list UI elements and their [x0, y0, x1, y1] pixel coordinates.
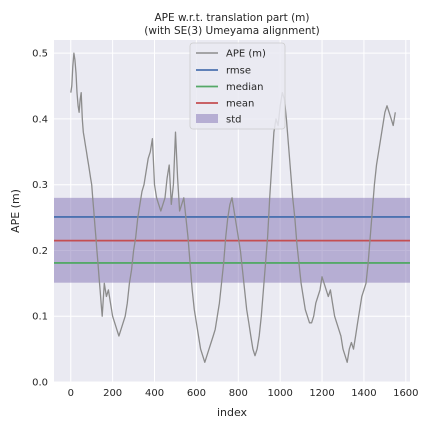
y-tick-label: 0.3 — [32, 180, 48, 191]
legend-label-std: std — [226, 115, 241, 126]
x-tick-label: 200 — [103, 388, 122, 399]
x-tick-label: 1600 — [393, 388, 418, 399]
legend-label-rmse: rmse — [226, 66, 251, 77]
x-tick-labels: 0 200 400 600 800 1000 1200 1400 1600 — [68, 388, 419, 399]
x-tick-label: 600 — [187, 388, 206, 399]
x-tick-label: 400 — [145, 388, 164, 399]
x-tick-label: 1000 — [267, 388, 292, 399]
stat-lines — [54, 216, 410, 264]
y-tick-labels: 0.0 0.1 0.2 0.3 0.4 0.5 — [32, 49, 48, 389]
y-axis-label: APE (m) — [9, 189, 22, 233]
x-tick-label: 0 — [68, 388, 74, 399]
y-tick-label: 0.2 — [32, 246, 48, 257]
y-tick-label: 0.1 — [32, 312, 48, 323]
legend-label-mean: mean — [226, 99, 254, 110]
x-tick-label: 1400 — [351, 388, 376, 399]
chart-title-line-1: APE w.r.t. translation part (m) — [154, 12, 309, 24]
legend-label-ape: APE (m) — [226, 49, 266, 60]
y-tick-label: 0.0 — [32, 378, 48, 389]
x-tick-label: 800 — [229, 388, 248, 399]
legend-key-std — [196, 114, 218, 123]
legend: APE (m) rmse median mean std — [189, 42, 286, 130]
y-tick-label: 0.4 — [32, 114, 48, 125]
y-tick-label: 0.5 — [32, 49, 48, 60]
ape-series-line — [70, 52, 396, 363]
x-axis-label: index — [217, 406, 248, 419]
chart-title-line-2: (with SE(3) Umeyama alignment) — [144, 25, 319, 37]
legend-box — [189, 42, 286, 130]
legend-label-median: median — [226, 82, 264, 93]
x-tick-label: 1200 — [309, 388, 334, 399]
series-group — [70, 52, 396, 363]
